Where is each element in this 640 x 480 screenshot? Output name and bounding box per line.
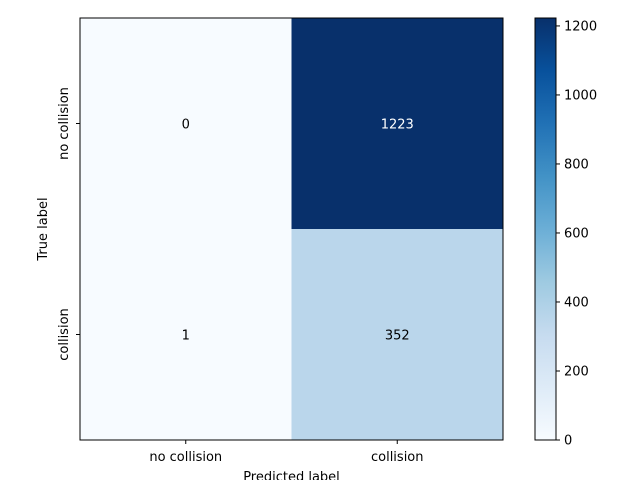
y-axis-ticks: no collision collision [57,87,80,361]
matrix-cell [80,229,292,441]
y-axis-label: True label [36,197,51,261]
colorbar-tick-label: 400 [564,295,589,310]
matrix-cell-label: 352 [385,329,410,344]
colorbar-tick-label: 0 [564,434,572,449]
colorbar-tick-label: 200 [564,364,589,379]
matrix-cell [291,229,504,441]
matrix-cell-labels: 0 1223 1 352 [182,118,414,344]
matrix-cells [80,18,504,441]
colorbar [534,17,557,441]
y-tick-label: no collision [57,87,72,160]
matrix-cell [291,18,504,230]
colorbar-tick-label: 600 [564,226,589,241]
x-tick-label: no collision [149,450,222,465]
matrix-cell [80,18,292,230]
x-axis-ticks: no collision collision [149,440,424,465]
colorbar-tick-label: 800 [564,157,589,172]
x-tick-label: collision [371,450,424,465]
colorbar-tick-label: 1000 [564,88,597,103]
colorbar-ticks: 0 200 400 600 800 1000 1200 [556,19,597,449]
matrix-frame [79,17,504,441]
matrix-cell-label: 1223 [381,118,414,133]
y-tick-label: collision [57,308,72,361]
matrix-cell-label: 1 [182,329,190,344]
x-axis-label: Predicted label [243,470,340,480]
matrix-cell-label: 0 [182,118,190,133]
colorbar-tick-label: 1200 [564,19,597,34]
